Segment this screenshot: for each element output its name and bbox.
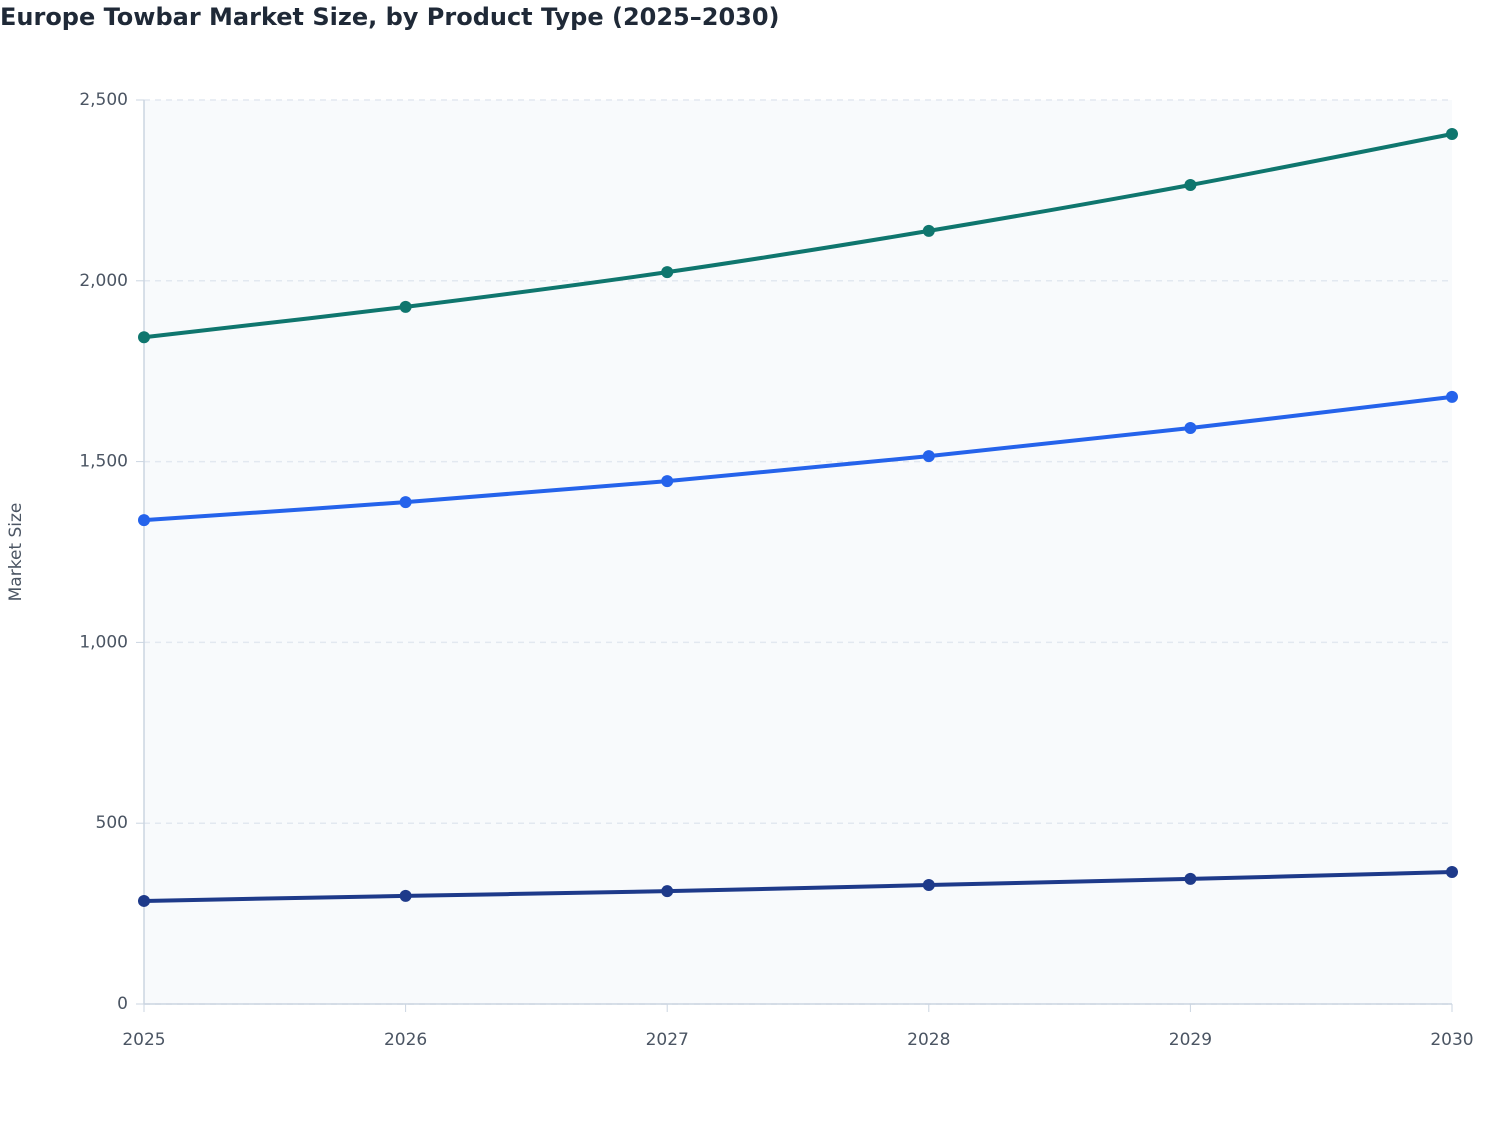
y-tick-label: 1,500 [79,452,128,472]
series-line [143,394,1453,523]
y-axis-label: Market Size [6,503,26,602]
data-point [1184,872,1197,885]
y-tick-label: 2,500 [79,90,128,110]
data-point [661,885,674,898]
data-point [138,331,150,344]
x-tick-label: 2029 [1169,1030,1212,1050]
data-point [1446,127,1458,140]
data-point [1184,421,1197,434]
y-tick-label: 2,000 [79,271,128,291]
data-point [922,879,935,892]
x-tick-label: 2026 [384,1030,427,1050]
y-tick-label: 500 [96,813,128,833]
data-point [399,496,412,509]
x-tick-label: 2025 [122,1030,165,1050]
data-point [138,894,150,907]
data-point [922,450,935,463]
data-point [138,514,150,527]
x-tick-label: 2028 [907,1030,950,1050]
data-point [399,300,412,313]
y-tick-label: 0 [117,994,128,1014]
series-line [143,870,1453,903]
series-line [143,132,1453,340]
data-point [1446,390,1458,403]
x-tick-label: 2027 [646,1030,689,1050]
data-point [922,224,935,237]
data-point [661,266,674,279]
data-point [399,889,412,902]
data-point [1184,178,1197,191]
plot-background [144,100,1452,1004]
x-tick-label: 2030 [1430,1030,1473,1050]
data-point [1446,866,1458,879]
y-tick-label: 1,000 [79,632,128,652]
chart-title: Europe Towbar Market Size, by Product Ty… [0,3,780,31]
data-point [661,475,674,488]
